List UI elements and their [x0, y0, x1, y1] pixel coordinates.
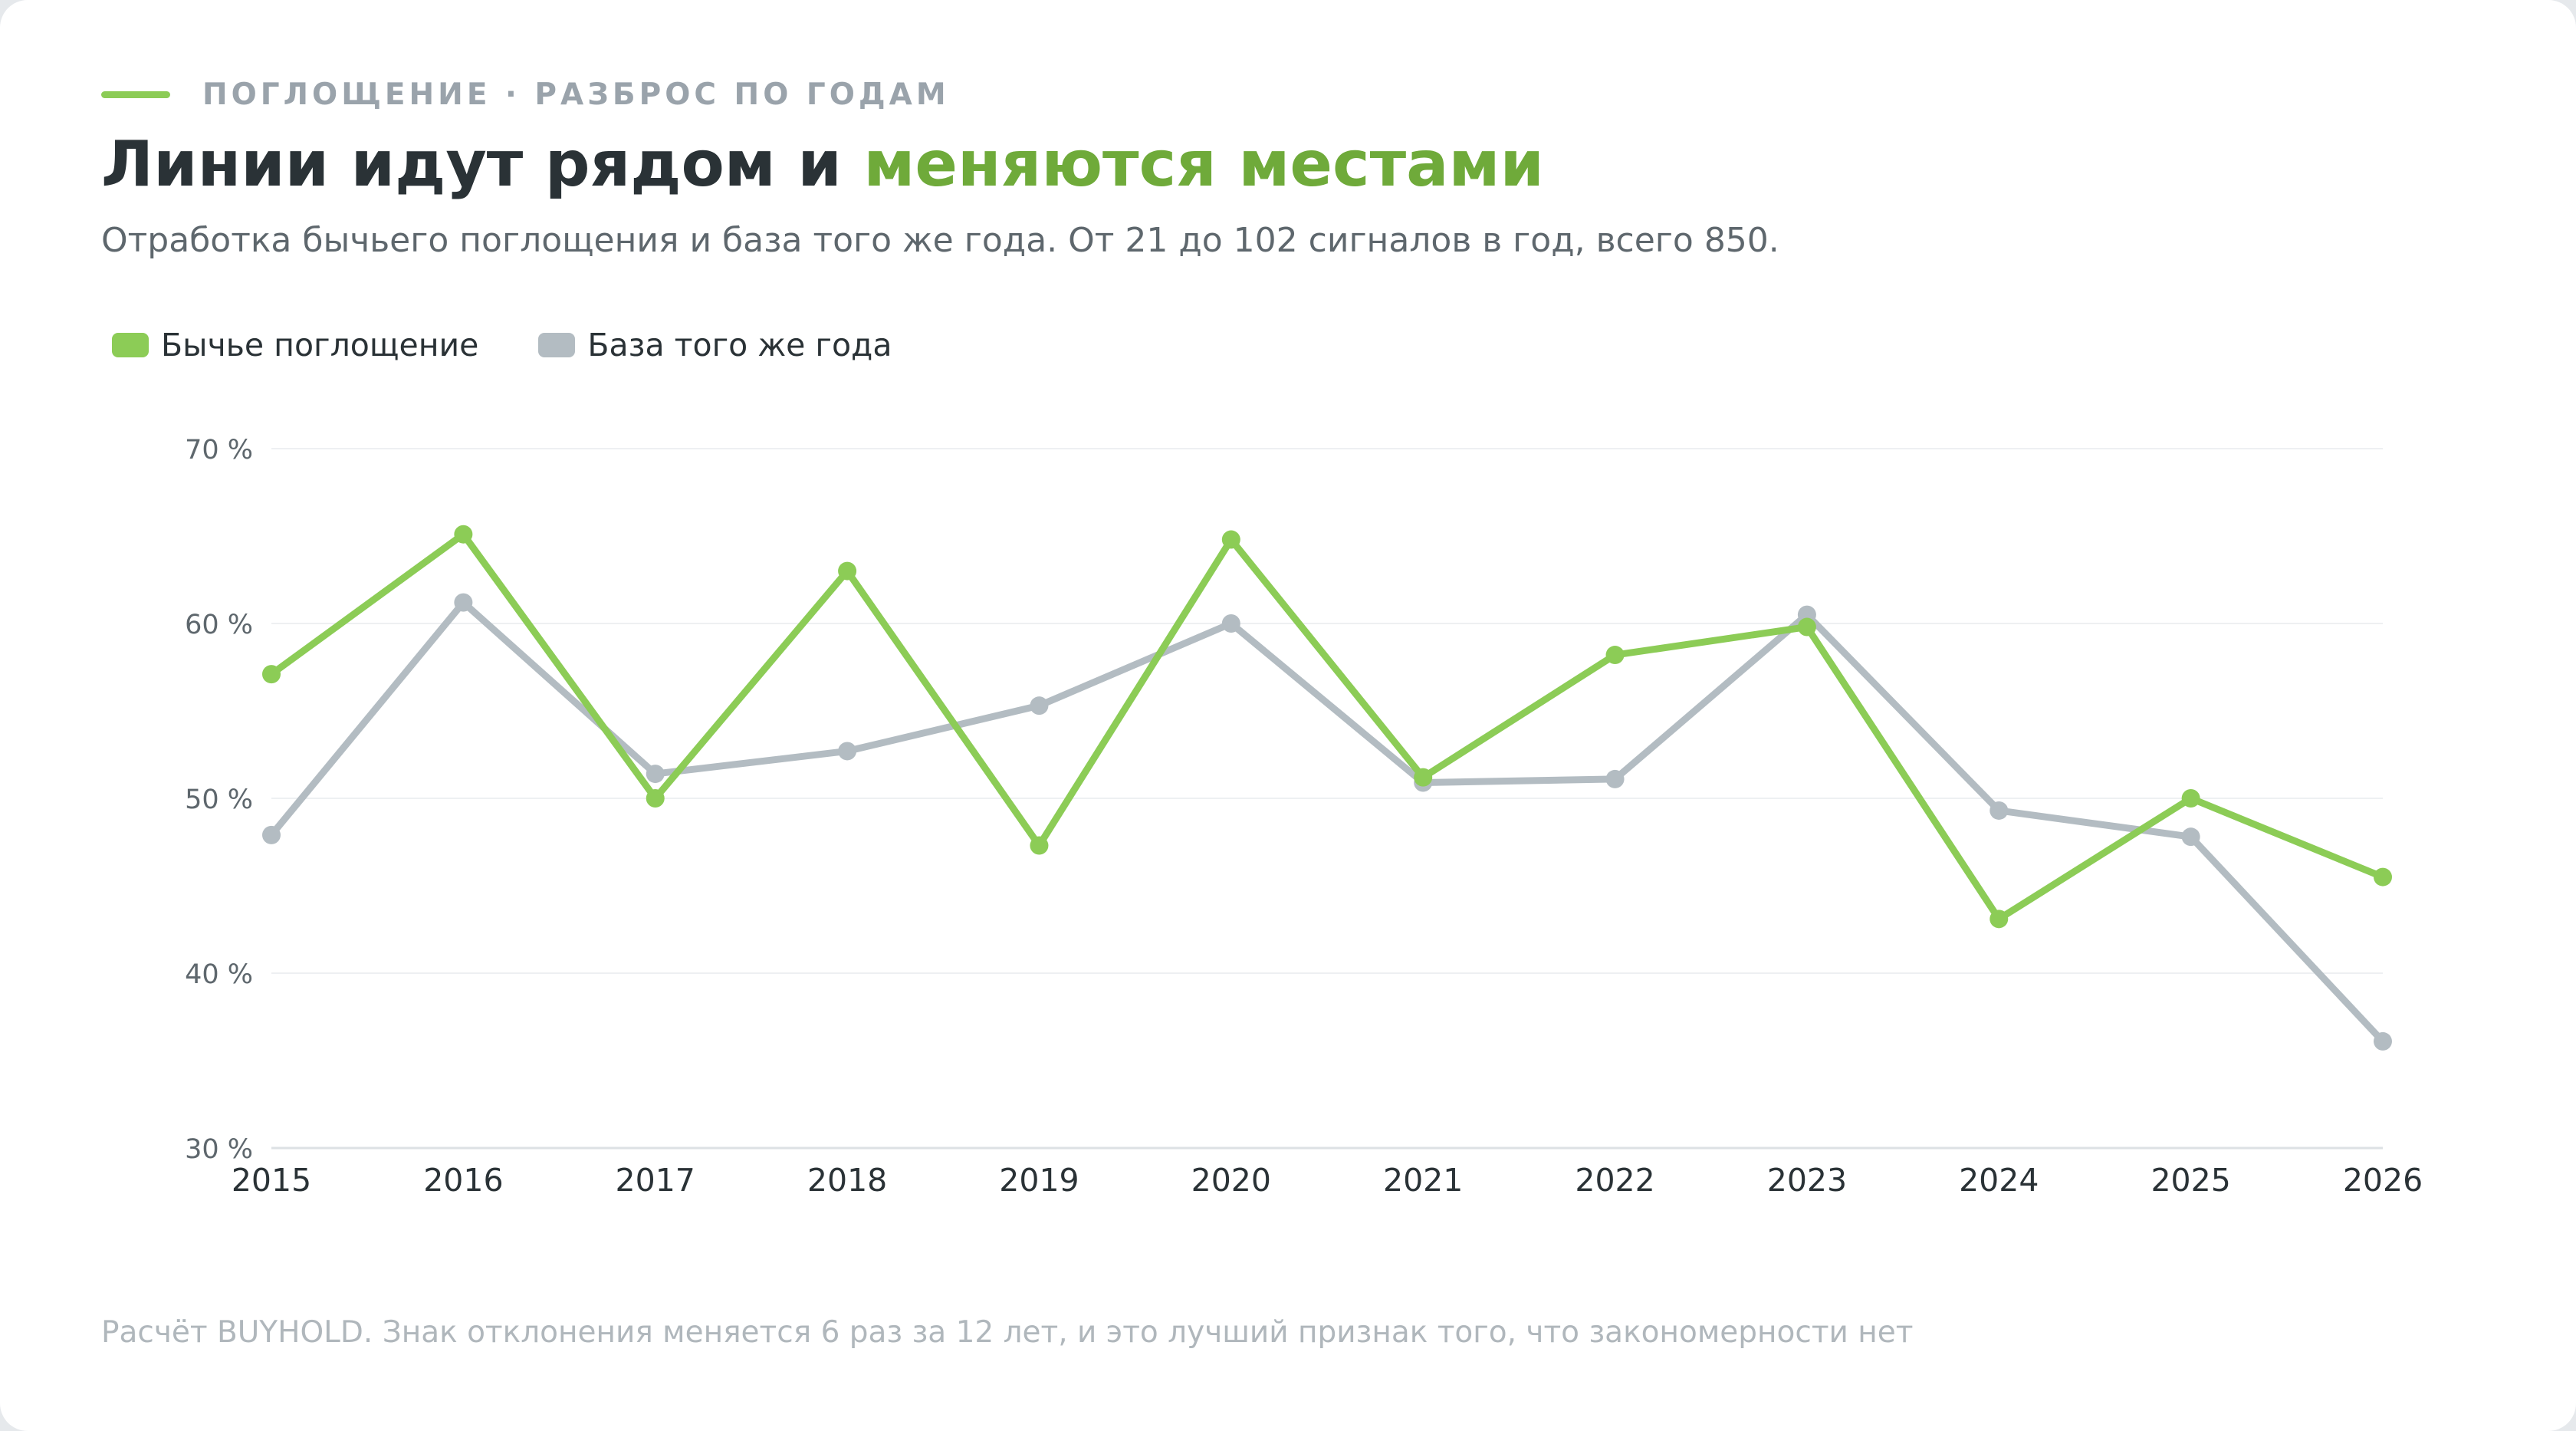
chart-title-accent: меняются местами [863, 128, 1544, 201]
series-engulfing [262, 525, 2392, 929]
data-point-baseline [1605, 769, 1625, 788]
eyebrow: ПОГЛОЩЕНИЕ · РАЗБРОС ПО ГОДАМ [101, 74, 950, 115]
legend-item-engulfing: Бычье поглощение [112, 327, 478, 364]
x-tick-label: 2018 [807, 1162, 887, 1199]
series-line-engulfing [268, 531, 2387, 923]
x-tick-label: 2021 [1383, 1162, 1463, 1199]
data-point-baseline [2181, 827, 2200, 847]
chart-title-main: Линии идут рядом и [101, 128, 864, 201]
data-point-baseline [454, 593, 473, 612]
data-point-baseline [1030, 696, 1049, 716]
legend-label-baseline: База того же года [587, 327, 892, 364]
legend-swatch-engulfing [112, 333, 149, 357]
data-point-engulfing [1605, 646, 1625, 665]
y-tick-label: 40 % [185, 959, 253, 990]
data-point-engulfing [646, 789, 665, 808]
x-tick-label: 2025 [2150, 1162, 2230, 1199]
y-tick-label: 70 % [185, 435, 253, 465]
y-tick-label: 60 % [185, 610, 253, 640]
data-point-engulfing [2374, 867, 2392, 887]
x-tick-label: 2023 [1767, 1162, 1847, 1199]
eyebrow-accent-bar [101, 90, 170, 98]
eyebrow-text: ПОГЛОЩЕНИЕ · РАЗБРОС ПО ГОДАМ [202, 77, 950, 112]
x-tick-label: 2019 [999, 1162, 1079, 1199]
data-point-engulfing [2181, 789, 2200, 808]
x-tick-label: 2026 [2343, 1162, 2423, 1199]
chart-footnote: Расчёт BUYHOLD. Знак отклонения меняется… [101, 1315, 1914, 1350]
data-point-baseline [1990, 801, 2009, 820]
data-point-engulfing [1797, 617, 1816, 637]
legend-label-engulfing: Бычье поглощение [161, 327, 479, 364]
data-point-baseline [2374, 1031, 2392, 1051]
data-point-baseline [262, 825, 281, 844]
y-tick-label: 30 % [185, 1134, 253, 1165]
y-tick-label: 50 % [185, 785, 253, 815]
data-point-engulfing [262, 665, 281, 684]
data-point-engulfing [1030, 836, 1049, 855]
data-point-engulfing [838, 561, 857, 581]
data-point-baseline [1221, 614, 1240, 633]
x-tick-label: 2024 [1959, 1162, 2039, 1199]
data-point-baseline [838, 742, 857, 761]
legend-swatch-baseline [538, 333, 576, 357]
data-point-engulfing [454, 525, 473, 544]
series-line-baseline [268, 599, 2387, 1045]
data-point-baseline [646, 765, 665, 784]
data-point-engulfing [1221, 530, 1240, 549]
chart-subtitle: Отработка бычьего поглощения и база того… [101, 221, 1779, 260]
x-tick-label: 2016 [423, 1162, 503, 1199]
data-point-engulfing [1414, 768, 1433, 787]
x-tick-label: 2020 [1191, 1162, 1271, 1199]
legend-item-baseline: База того же года [538, 327, 892, 364]
chart-title: Линии идут рядом и меняются местами [101, 123, 1544, 207]
data-point-engulfing [1990, 910, 2009, 929]
x-tick-label: 2017 [616, 1162, 695, 1199]
chart-legend: Бычье поглощение База того же года [112, 322, 952, 368]
x-tick-label: 2015 [232, 1162, 311, 1199]
x-tick-label: 2022 [1575, 1162, 1654, 1199]
